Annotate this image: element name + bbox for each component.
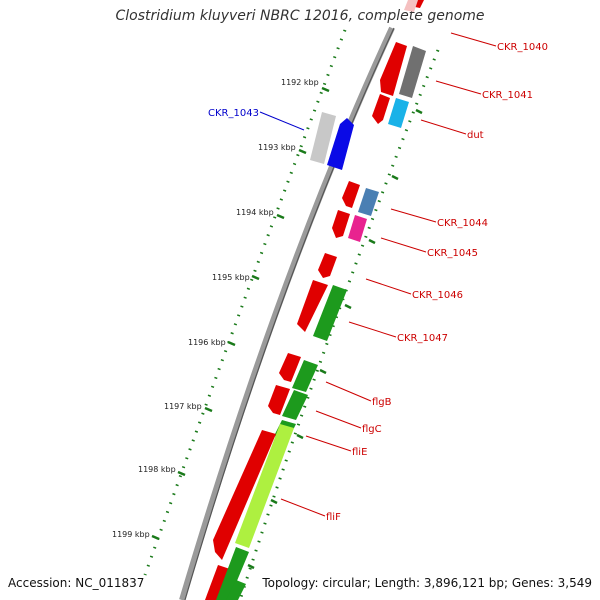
gene-ckr1045-outer[interactable] <box>348 215 367 242</box>
gene-next-arrow[interactable] <box>205 565 230 600</box>
scale-ticks <box>151 86 330 541</box>
gene-features <box>205 0 426 600</box>
gene-ckr1043-blue[interactable] <box>327 118 354 170</box>
gene-ckr1047-outer[interactable] <box>313 285 347 341</box>
accession-label: Accession: NC_011837 <box>8 576 145 590</box>
gene-label-dut[interactable]: dut <box>467 130 484 141</box>
gene-next-outer[interactable] <box>216 547 249 600</box>
gene-ckr1046-arrow[interactable] <box>318 253 337 278</box>
gene-label-ckr1043[interactable]: CKR_1043 <box>208 108 259 119</box>
tick-label-1193: 1193 kbp <box>258 143 296 152</box>
gene-flgc-arrow[interactable] <box>268 385 290 415</box>
gene-label-flie[interactable]: fliE <box>352 447 367 458</box>
gene-label-leaders <box>259 32 497 517</box>
gene-flgc-outer[interactable] <box>282 390 308 420</box>
outer-track-dashes <box>247 108 423 570</box>
tick-label-1199: 1199 kbp <box>112 530 150 539</box>
tick-label-1196: 1196 kbp <box>188 338 226 347</box>
tick-label-1194: 1194 kbp <box>236 208 274 217</box>
gene-flif-arrow[interactable] <box>213 430 276 560</box>
genome-backbone-shadow <box>184 27 395 600</box>
gene-label-flgb[interactable]: flgB <box>372 397 392 408</box>
genome-backbone <box>179 26 395 600</box>
gene-ckr1044-outer[interactable] <box>358 188 379 216</box>
tick-label-1195: 1195 kbp <box>212 273 250 282</box>
gene-ckr1047-arrow[interactable] <box>297 280 328 332</box>
gene-dut-arrow[interactable] <box>372 94 390 124</box>
gene-ckr1045-arrow[interactable] <box>332 210 350 238</box>
tick-label-1198: 1198 kbp <box>138 465 176 474</box>
gene-label-ckr1045[interactable]: CKR_1045 <box>427 248 478 259</box>
gene-flif-outer[interactable] <box>235 424 294 548</box>
gene-label-ckr1044[interactable]: CKR_1044 <box>437 218 488 229</box>
gene-label-flif[interactable]: fliF <box>326 512 341 523</box>
gene-flgb-arrow[interactable] <box>279 353 301 382</box>
gene-label-flgc[interactable]: flgC <box>362 424 382 435</box>
gene-ckr1044-arrow[interactable] <box>342 181 360 208</box>
gene-flgb-outer[interactable] <box>292 360 318 392</box>
gene-ckr1040-outer[interactable] <box>404 0 418 12</box>
gene-ckr1043-light[interactable] <box>310 112 336 164</box>
gene-ckr1041-outer[interactable] <box>399 46 426 98</box>
gene-label-ckr1041[interactable]: CKR_1041 <box>482 90 533 101</box>
gene-label-ckr1047[interactable]: CKR_1047 <box>397 333 448 344</box>
gene-dut-outer[interactable] <box>388 98 409 128</box>
tick-label-1192: 1192 kbp <box>281 78 319 87</box>
gene-ckr1041-arrow[interactable] <box>380 42 407 96</box>
gene-tail-outer[interactable] <box>226 580 246 600</box>
gene-label-ckr1040[interactable]: CKR_1040 <box>497 42 548 53</box>
map-title: Clostridium kluyveri NBRC 12016, complet… <box>115 8 485 24</box>
genome-summary: Topology: circular; Length: 3,896,121 bp… <box>262 576 592 590</box>
tick-label-1197: 1197 kbp <box>164 402 202 411</box>
gene-label-ckr1046[interactable]: CKR_1046 <box>412 290 463 301</box>
